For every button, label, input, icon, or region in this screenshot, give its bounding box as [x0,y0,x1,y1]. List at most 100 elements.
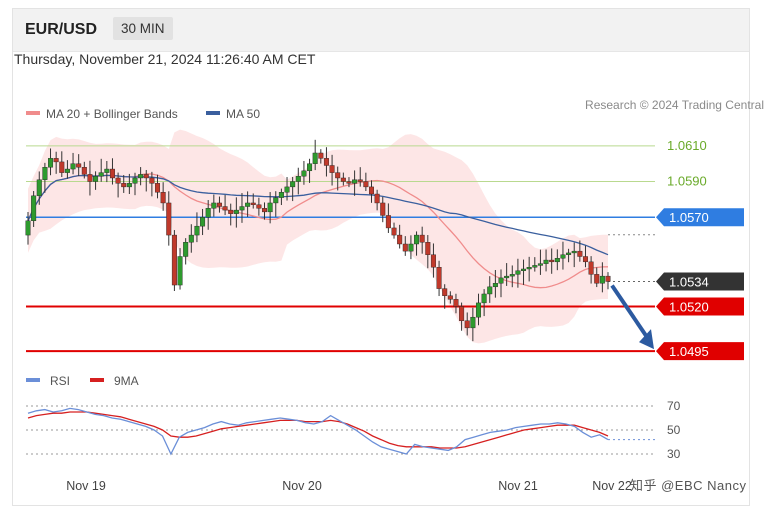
candle-body [284,186,290,193]
candle-body [504,275,510,279]
rsi-tick-label-30: 30 [667,447,681,461]
candle-body [143,174,149,179]
candle-body [447,295,453,300]
candle-body [295,175,301,182]
candle-body [109,168,115,179]
candle-body [177,256,183,286]
candle-body [183,242,189,257]
level-label-1.0495: 1.0495 [669,344,709,359]
candle-body [323,158,329,166]
candle-body [233,209,239,214]
candle-body [566,252,572,255]
candle-body [385,215,391,229]
candle-body [262,208,268,213]
candle-body [459,306,465,321]
candle-body [571,250,577,254]
candle-body [329,165,335,173]
legend-swatch-rsi [26,378,40,382]
candle-body [549,259,555,263]
candle-body [363,181,369,188]
candle-body [487,286,493,295]
candle-body [256,204,262,209]
candle-body [64,168,70,173]
candle-body [36,179,42,197]
candle-body [397,234,403,245]
candle-body [273,197,279,204]
candle-body [93,175,99,182]
candle-body [126,183,132,188]
legend-swatch-ma50 [206,111,220,115]
candle-body [509,274,515,277]
candle-body [425,242,431,255]
research-credit: Research © 2024 Trading Central [585,98,764,112]
level-tag-1.0495 [656,342,744,361]
bollinger-band [28,129,608,344]
candle-body [48,158,54,168]
candle-body [31,195,37,221]
candle-body [526,267,532,270]
candle-body [402,243,408,252]
candle-body [166,202,172,236]
rsi-ma-line [27,411,609,449]
legend-swatch-9ma [90,378,104,382]
candle-body [278,192,284,198]
candle-body [453,299,459,307]
candle-body [194,225,200,236]
candle-body [318,152,324,159]
candle-body [605,275,611,282]
level-tag-1.0520 [656,297,744,316]
legend-label-rsi: RSI [50,374,70,388]
candle-body [121,183,127,188]
candle-body [537,263,543,266]
legend-label-9ma: 9MA [114,374,139,388]
candle-body [577,250,583,257]
candle-body [554,258,560,263]
currency-pair: EUR/USD [25,21,98,38]
candle-body [340,177,346,182]
candle-body [543,259,549,264]
candle-body [239,206,245,211]
candle-body [200,217,206,227]
candle-body [132,177,138,184]
level-label-1.0610: 1.0610 [667,138,707,153]
candle-body [599,275,605,284]
timestamp: Thursday, November 21, 2024 11:26:40 AM … [14,51,316,67]
timeframe-badge[interactable]: 30 MIN [113,17,173,40]
candle-body [245,202,251,207]
x-axis-label-1: Nov 20 [282,479,322,493]
forecast-arrowhead [639,329,654,350]
rsi-line [27,407,609,456]
candle-body [76,163,82,168]
candle-body [53,158,59,163]
candle-body [368,186,374,195]
candle-body [560,254,566,259]
candle-body [290,181,296,188]
candle-body [588,261,594,275]
candle-body [98,172,104,177]
candle-body [188,234,194,243]
candle-body [307,163,313,172]
rsi-tick-label-50: 50 [667,423,681,437]
level-label-1.0520: 1.0520 [669,299,709,314]
candle-body [430,254,436,268]
candle-body [155,183,161,193]
candle-body [357,179,363,182]
candle-body [87,174,93,182]
candle-body [250,202,256,205]
candle-body [104,168,110,173]
current-price-label: 1.0534 [669,274,709,289]
candle-body [515,270,521,275]
candle-body [391,227,397,236]
forecast-arrow-shaft [610,284,649,339]
current-price-tag [656,272,744,291]
rsi-tick-label-70: 70 [667,399,681,413]
candle-body [532,265,538,268]
candle-body [70,163,76,170]
candle-body [228,209,234,214]
x-axis-label-0: Nov 19 [66,479,106,493]
candle-body [149,177,155,184]
candle-body [59,161,65,173]
candle-body [25,220,31,236]
level-tag-1.0570 [656,208,744,227]
candle-body [211,202,217,209]
